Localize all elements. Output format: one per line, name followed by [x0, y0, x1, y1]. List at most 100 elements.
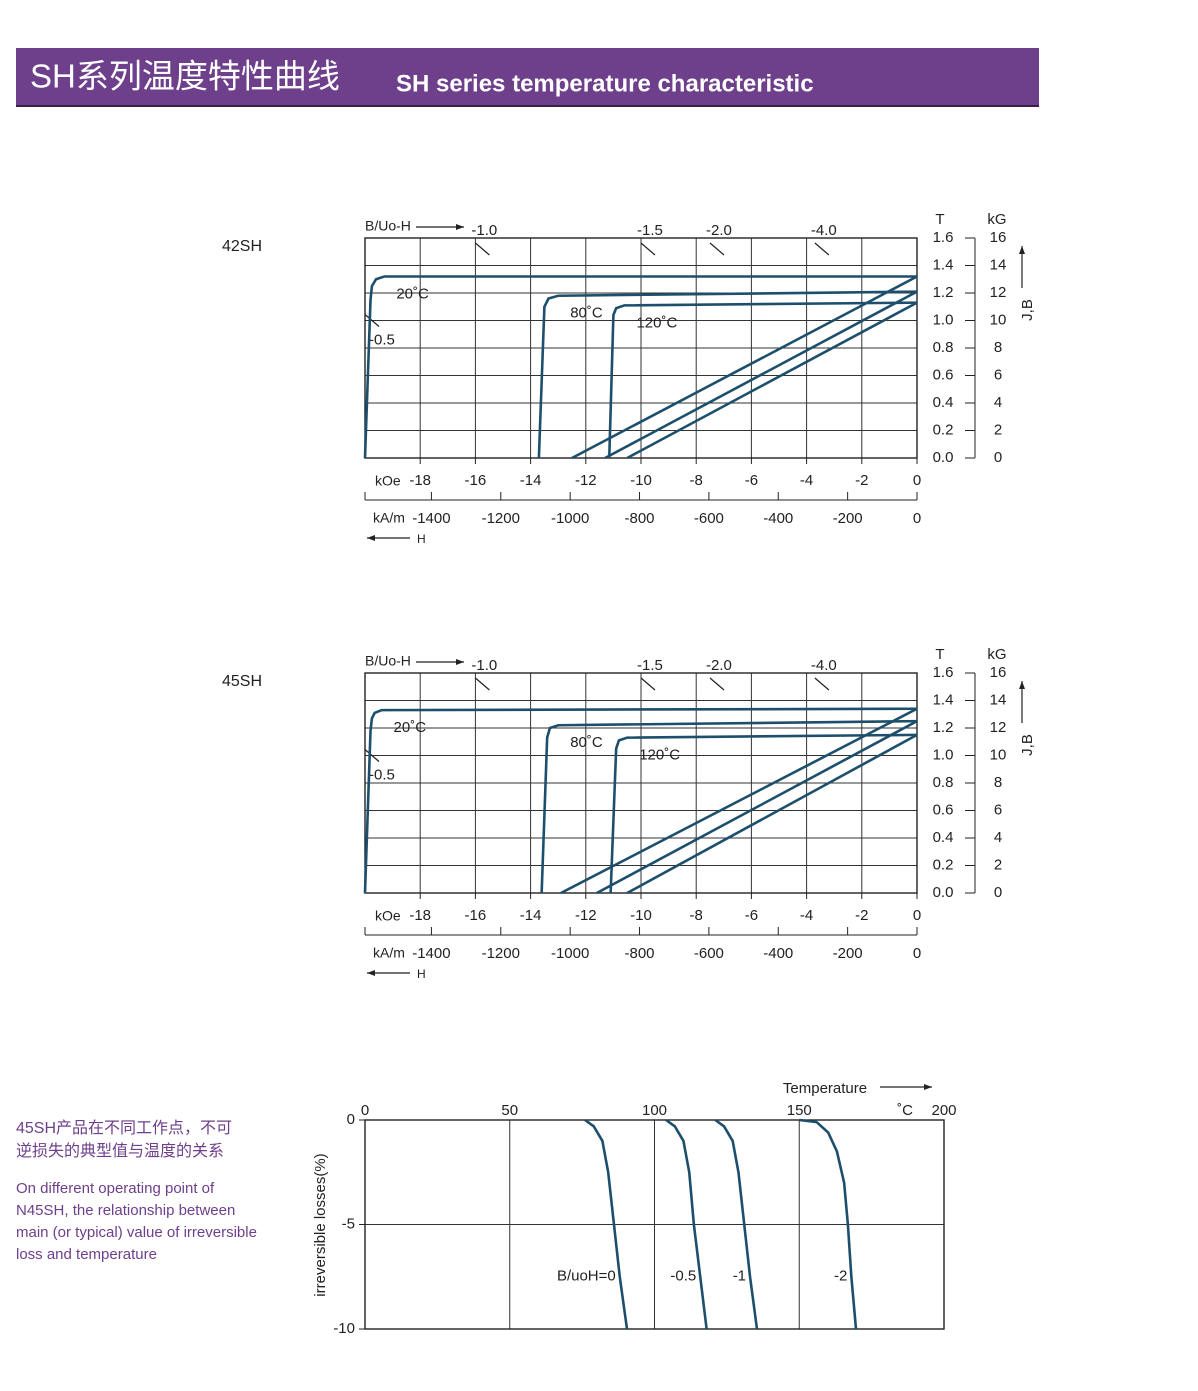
load-line-value: -1.0 — [471, 222, 497, 239]
x2-tick-label: 0 — [913, 510, 921, 527]
load-line-value: -1.5 — [637, 657, 663, 674]
note-en: On different operating point of — [16, 1180, 215, 1197]
y-tick-label: 0.4 — [933, 829, 954, 846]
y-tick-label: 0 — [347, 1111, 355, 1128]
y2-tick-label: 10 — [990, 746, 1007, 763]
x-tick-label: -6 — [745, 472, 758, 489]
x-tick-label: -18 — [409, 907, 431, 924]
header-band — [16, 48, 1039, 106]
curve-label: 20˚C — [396, 285, 429, 302]
x-tick-label: -8 — [690, 907, 703, 924]
x-tick-label: -2 — [855, 907, 868, 924]
arrow-head — [924, 1084, 932, 1090]
x2-tick-label: -400 — [763, 510, 793, 527]
y-tick-label: 0.8 — [933, 339, 954, 356]
y2-tick-label: 0 — [994, 884, 1002, 901]
curve-label: 120˚C — [636, 314, 677, 331]
curve-label: -2 — [834, 1268, 847, 1285]
curve — [626, 733, 918, 895]
load-line-label: B/Uo-H — [365, 653, 411, 669]
note-en: loss and temperature — [16, 1246, 157, 1263]
y-tick-label: 0.2 — [933, 421, 954, 438]
y2-tick-label: 14 — [990, 691, 1007, 708]
header-title-zh: SH系列温度特性曲线 — [30, 58, 340, 95]
curve — [571, 275, 918, 460]
x-tick-label: -4 — [800, 907, 813, 924]
x-tick-label: -2 — [855, 472, 868, 489]
x-tick-label: -14 — [520, 472, 542, 489]
y-tick-label: 1.6 — [933, 664, 954, 681]
x-tick-label: -8 — [690, 472, 703, 489]
load-line-mark — [814, 242, 830, 256]
y2-tick-label: 8 — [994, 774, 1002, 791]
y2-tick-label: 6 — [994, 366, 1002, 383]
x-tick-label: -12 — [575, 472, 597, 489]
x-unit: kOe — [375, 473, 401, 489]
y-tick-label: 1.4 — [933, 256, 954, 273]
y2-tick-label: 0 — [994, 449, 1002, 466]
x-tick-label: 50 — [501, 1102, 518, 1119]
y-tick-label: -10 — [333, 1320, 355, 1337]
x-tick-label: -18 — [409, 472, 431, 489]
y-tick-label: 0.0 — [933, 884, 954, 901]
arrow-head — [367, 535, 375, 541]
note-zh: 45SH产品在不同工作点，不可 — [16, 1119, 232, 1137]
x-tick-label: 100 — [642, 1102, 667, 1119]
y2-tick-label: 16 — [990, 229, 1007, 246]
load-line-mark — [709, 242, 725, 256]
x-tick-label: -10 — [630, 907, 652, 924]
y2-tick-label: 4 — [994, 394, 1002, 411]
y-tick-label: 1.2 — [933, 284, 954, 301]
y-tick-label: 0.2 — [933, 856, 954, 873]
y-tick-label: 1.2 — [933, 719, 954, 736]
x2-tick-label: -1000 — [551, 945, 589, 962]
y-axis-label: irreversible losses(%) — [312, 1153, 329, 1296]
y-tick-label: 0.6 — [933, 366, 954, 383]
x-tick-label: 0 — [361, 1102, 369, 1119]
x-tick-label: -10 — [630, 472, 652, 489]
x2-unit: kA/m — [373, 945, 405, 961]
x-tick-label: -16 — [465, 472, 487, 489]
y-unit: T — [935, 211, 944, 228]
load-line-mark — [640, 677, 656, 691]
y-tick-label: 1.0 — [933, 311, 954, 328]
x-tick-label: -4 — [800, 472, 813, 489]
y2-tick-label: 8 — [994, 339, 1002, 356]
load-line-value: -2.0 — [706, 222, 732, 239]
y-tick-label: 1.4 — [933, 691, 954, 708]
header-title-en: SH series temperature characteristic — [396, 70, 814, 97]
x-tick-label: -12 — [575, 907, 597, 924]
curve-label: 80˚C — [570, 734, 603, 751]
load-line-value: -2.0 — [706, 657, 732, 674]
y2-tick-label: 10 — [990, 311, 1007, 328]
load-line-mark — [709, 677, 725, 691]
y2-unit: kG — [987, 646, 1006, 663]
y2-tick-label: 2 — [994, 421, 1002, 438]
y-tick-label: 0.4 — [933, 394, 954, 411]
y2-tick-label: 16 — [990, 664, 1007, 681]
chart-label: 42SH — [222, 238, 262, 255]
y-axis-label: J,B — [1019, 734, 1036, 756]
x-tick-label: -14 — [520, 907, 542, 924]
y-tick-label: 0.8 — [933, 774, 954, 791]
arrow-head — [456, 659, 464, 665]
loss-curve — [584, 1118, 629, 1330]
x-tick-label: 0 — [913, 472, 921, 489]
arrow-head — [456, 224, 464, 230]
arrow-head — [1019, 246, 1025, 254]
curve-label: 80˚C — [570, 305, 603, 322]
x2-tick-label: -1400 — [412, 945, 450, 962]
x2-tick-label: 0 — [913, 945, 921, 962]
y-tick-label: 1.0 — [933, 746, 954, 763]
x2-tick-label: -200 — [833, 510, 863, 527]
x2-tick-label: -1200 — [482, 945, 520, 962]
load-line-value: -4.0 — [811, 222, 837, 239]
load-line-mark — [364, 749, 380, 762]
load-line-label: B/Uo-H — [365, 218, 411, 234]
curve — [626, 301, 918, 460]
y-axis-label: J,B — [1019, 299, 1036, 321]
y-tick-label: 1.6 — [933, 229, 954, 246]
curve — [363, 275, 917, 459]
loss-curve — [665, 1118, 708, 1330]
